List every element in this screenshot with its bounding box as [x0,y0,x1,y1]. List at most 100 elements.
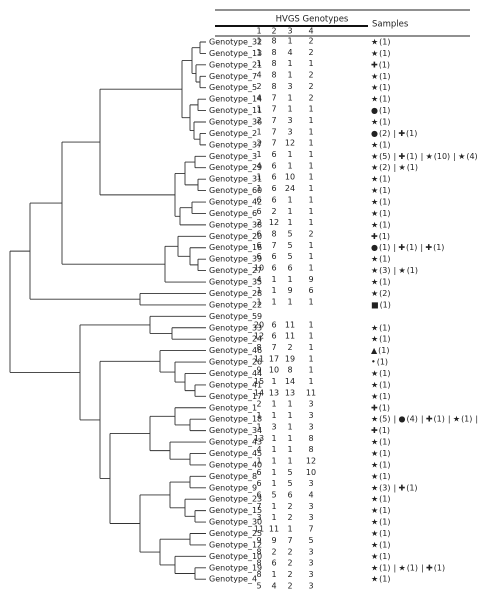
genotype-label: Genotype_39 [209,255,262,264]
genotype-value: 4 [287,48,292,57]
genotype-label: Genotype_25 [209,529,262,538]
sample-symbol: ★ [371,95,378,104]
sample-count: (1) [433,243,444,252]
sample-symbol: ★ [371,163,378,172]
sample-count: (1) [379,529,390,538]
genotype-value: 1 [271,377,276,386]
column-header: 2 [271,27,276,36]
genotype-label: Genotype_45 [209,449,262,458]
genotype-value: 11 [285,320,295,329]
genotype-label: Genotype_19 [209,563,262,572]
genotype-value: 2 [308,37,313,46]
genotype-value: 4 [256,445,261,454]
sample-symbol: ● [371,129,378,138]
genotype-label: Genotype_37 [209,140,262,149]
dendrogram [9,41,206,580]
genotype-value: 1 [287,93,292,102]
genotype-value: 1 [287,195,292,204]
separator: | [453,152,456,161]
genotype-label: Genotype_28 [209,289,262,298]
genotype-value: 1 [256,411,261,420]
sample-count: (1) [379,472,390,481]
genotype-value: 6 [256,229,261,238]
genotype-value: 1 [256,422,261,431]
genotype-value: 3 [308,479,313,488]
genotype-value: 12 [306,456,316,465]
genotype-value: 5 [287,241,292,250]
sample-symbol: ★ [371,152,378,161]
genotype-value: 2 [287,581,292,590]
genotype-label: Genotype_14 [209,95,262,104]
genotype-value: 1 [308,252,313,261]
genotype-value: 2 [256,139,261,148]
sample-count: (1) [379,575,390,584]
separator: | [475,415,478,424]
genotype-value: 6 [271,320,276,329]
sample-count: (1) [379,186,390,195]
genotype-value: 3 [308,570,313,579]
separator: | [448,415,451,424]
genotype-value: 20 [254,320,264,329]
genotype-value: 7 [271,241,276,250]
sample-symbol: ★ [371,278,378,287]
sample-symbol: ✚ [371,60,378,69]
sample-count: (3) [379,266,390,275]
genotype-value: 4 [256,275,261,284]
genotype-value: 6 [256,491,261,500]
genotype-value: 2 [308,82,313,91]
genotype-value: 13 [254,434,264,443]
sample-symbol: ★ [371,540,378,549]
sample-count: (1) [379,60,390,69]
genotype-value: 1 [271,286,276,295]
genotype-value: 9 [308,275,313,284]
column-header: 1 [256,27,261,36]
genotype-label: Genotype_10 [209,552,262,561]
genotype-value: 1 [256,173,261,182]
sample-count: (1) [407,163,418,172]
genotype-value: 3 [308,411,313,420]
sample-symbol: ● [371,106,378,115]
genotype-value: 4 [271,581,276,590]
genotype-value: 14 [285,377,295,386]
genotype-label: Genotype_46 [209,346,262,355]
sample-symbol: ★ [426,152,433,161]
genotype-value: 1 [287,456,292,465]
sample-symbol: ★ [371,369,378,378]
genotype-value: 8 [271,71,276,80]
genotype-value: 1 [256,127,261,136]
genotype-value: 1 [287,411,292,420]
genotype-value: 14 [254,388,264,397]
sample-symbol: ★ [371,506,378,515]
sample-symbol: ✚ [426,563,433,572]
genotype-value: 1 [308,59,313,68]
genotype-value: 8 [287,366,292,375]
genotype-value: 5 [287,479,292,488]
sample-count: (2) [379,129,390,138]
genotype-value: 6 [308,286,313,295]
genotype-value: 1 [287,161,292,170]
genotype-value: 6 [271,161,276,170]
sample-symbol: ✚ [426,415,433,424]
sample-count: (1) [379,403,390,412]
genotype-value: 7 [271,93,276,102]
sample-count: (1) [379,518,390,527]
genotype-value: 8 [256,343,261,352]
genotype-value: 17 [269,354,279,363]
genotype-value: 6 [256,195,261,204]
genotype-value: 1 [256,59,261,68]
genotype-value: 1 [287,298,292,307]
genotype-value: 1 [308,139,313,148]
sample-symbol: ✚ [371,426,378,435]
genotype-value: 10 [254,264,264,273]
genotype-value: 5 [308,536,313,545]
genotype-label: Genotype_33 [209,323,262,332]
separator: | [420,243,423,252]
genotype-label: Genotype_42 [209,198,262,207]
table-title: HVGS Genotypes [276,15,349,25]
sample-count: (4) [407,415,418,424]
sample-symbol: ★ [371,335,378,344]
genotype-label: Genotype_9 [209,483,257,492]
sample-count: (1) [379,380,390,389]
genotype-value: 1 [271,400,276,409]
